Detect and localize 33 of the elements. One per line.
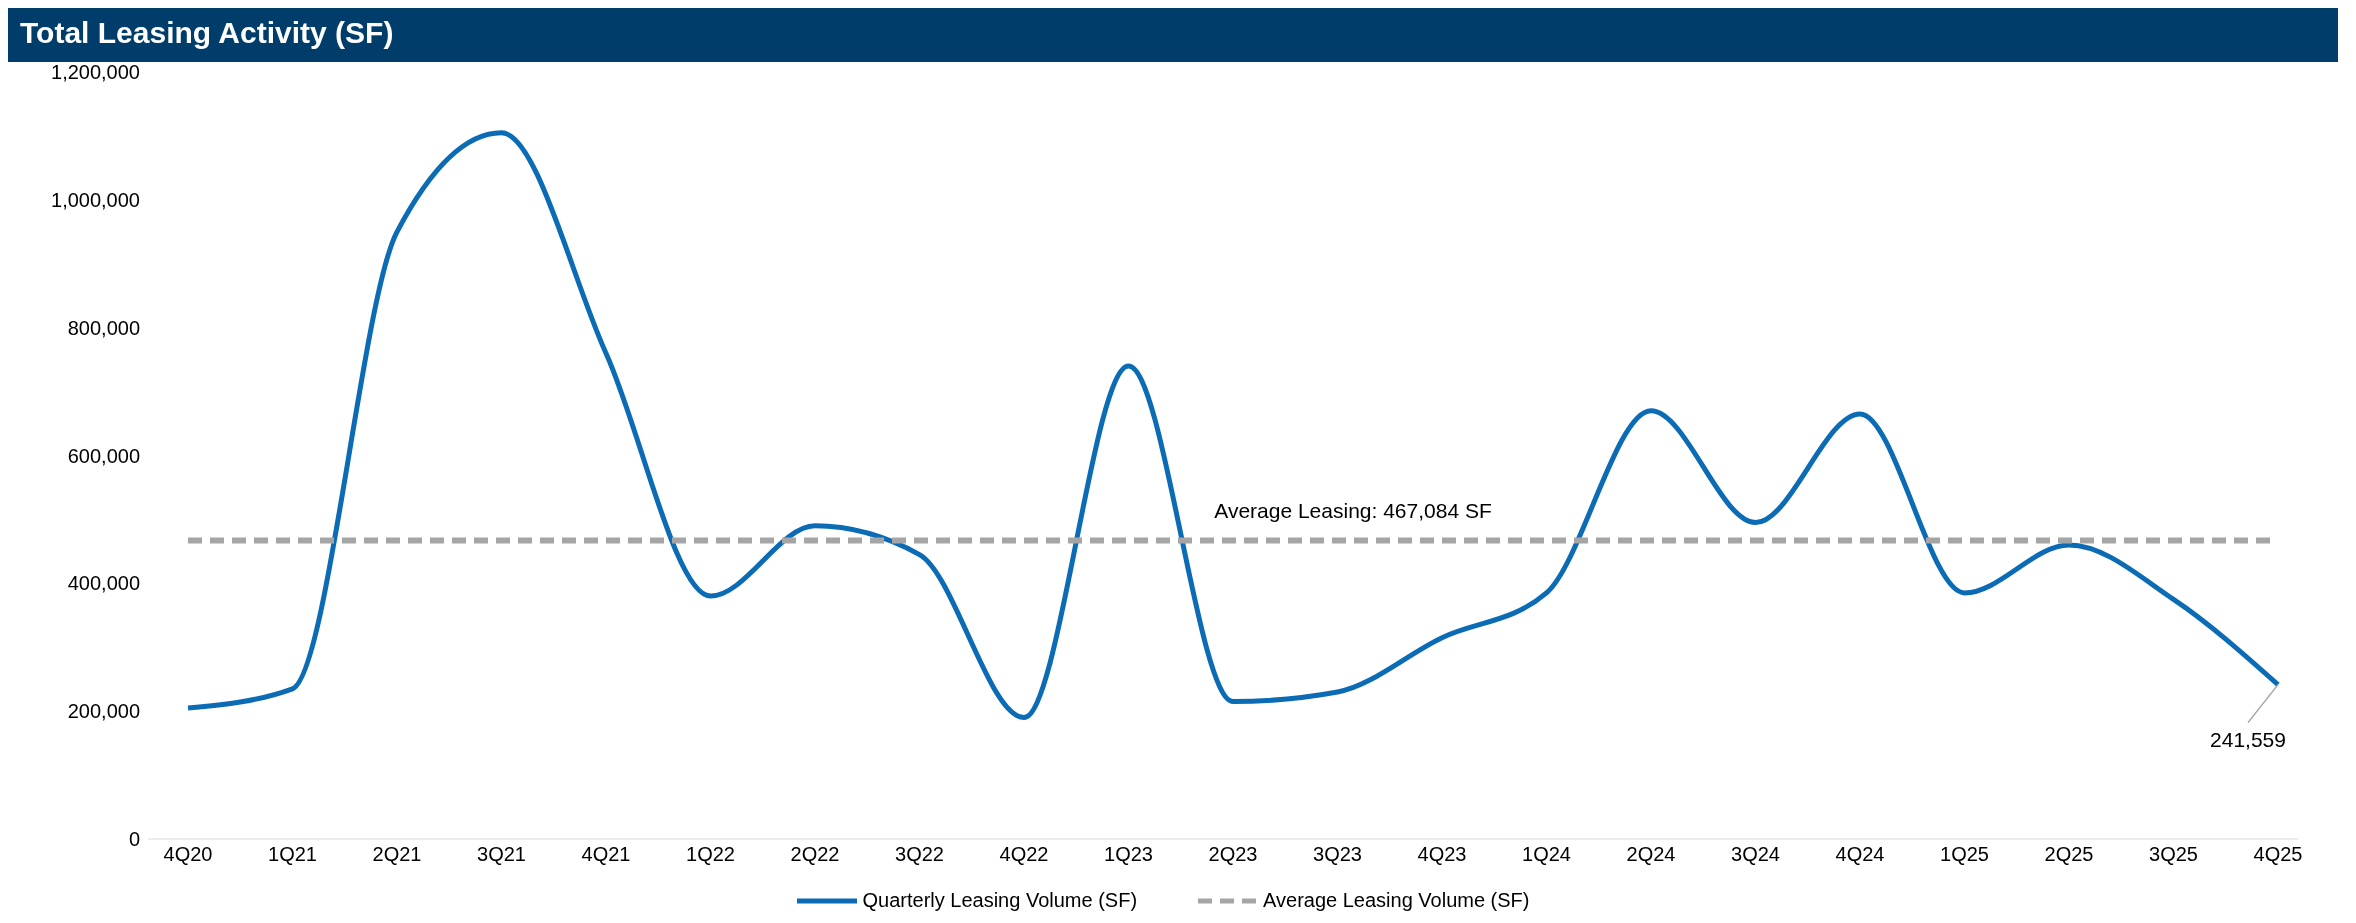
x-tick-label: 4Q22 [999, 843, 1049, 866]
chart-title: Total Leasing Activity (SF) [8, 8, 2338, 62]
y-tick-label: 600,000 [67, 444, 140, 467]
x-tick-label: 1Q23 [1104, 843, 1153, 866]
y-tick-label: 200,000 [67, 700, 140, 723]
x-tick-label: 1Q22 [686, 843, 735, 866]
x-tick-label: 3Q22 [895, 843, 944, 866]
data-label: 241,559 [2210, 727, 2286, 751]
y-tick-label: 400,000 [67, 572, 140, 595]
x-tick-label: 1Q24 [1522, 843, 1571, 866]
annotation: Average Leasing: 467,084 SF [1214, 499, 1492, 523]
x-tick-label: 3Q23 [1313, 843, 1362, 866]
x-tick-label: 2Q24 [1626, 843, 1676, 866]
x-tick-label: 2Q23 [1208, 843, 1258, 866]
x-tick-label: 4Q24 [1835, 843, 1885, 866]
x-tick-label: 2Q25 [2044, 843, 2094, 866]
y-tick-label: 1,000,000 [51, 188, 140, 211]
y-tick-label: 1,200,000 [51, 61, 140, 84]
x-tick-label: 4Q25 [2253, 843, 2303, 866]
x-tick-label: 1Q21 [268, 843, 317, 866]
x-tick-label: 2Q22 [790, 843, 840, 866]
x-tick-label: 4Q23 [1417, 843, 1467, 866]
x-tick-label: 2Q21 [372, 843, 422, 866]
legend-label: Quarterly Leasing Volume (SF) [861, 889, 1138, 912]
x-tick-label: 3Q21 [477, 843, 526, 866]
y-tick-label: 800,000 [67, 316, 140, 339]
x-tick-label: 1Q25 [1940, 843, 1989, 866]
x-tick-label: 4Q21 [581, 843, 631, 866]
x-tick-label: 4Q20 [163, 843, 213, 866]
x-tick-label: 3Q24 [1731, 843, 1780, 866]
y-tick-label: 0 [128, 828, 140, 851]
legend-label: Average Leasing Volume (SF) [1262, 889, 1530, 912]
x-tick-label: 3Q25 [2149, 843, 2198, 866]
